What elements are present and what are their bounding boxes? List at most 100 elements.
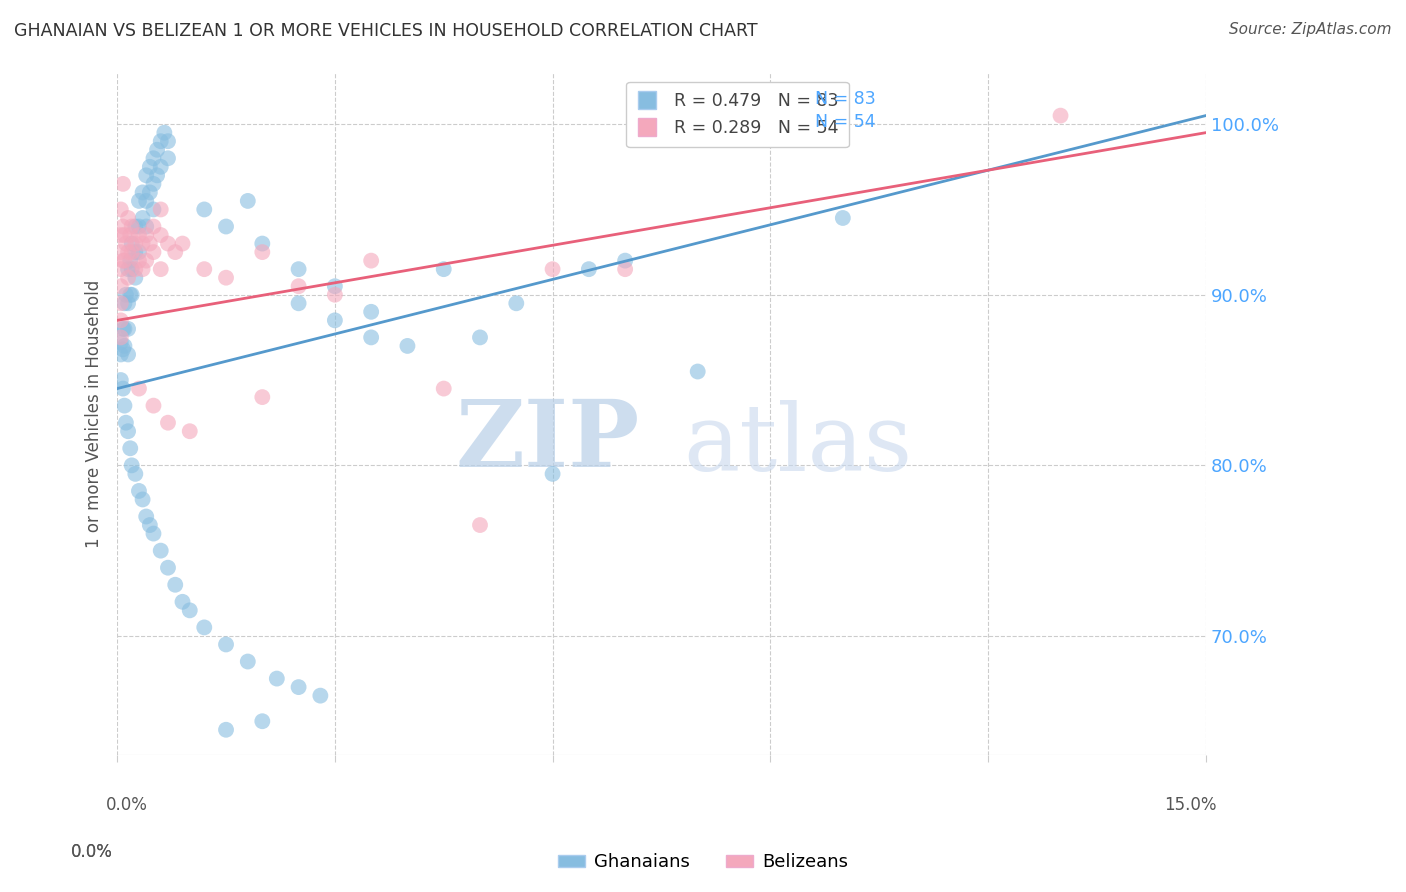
Point (142, 219, 165, 234)
Point (117, 322, 139, 336)
Point (686, 364, 709, 378)
Point (114, 296, 136, 310)
Point (114, 322, 136, 336)
Point (165, 245, 187, 260)
Point (117, 245, 139, 260)
Point (139, 236, 162, 251)
Point (110, 347, 132, 361)
Point (128, 194, 150, 208)
Point (831, 211, 853, 225)
Point (323, 313, 346, 327)
Point (139, 160, 162, 174)
Point (142, 245, 165, 260)
Point (110, 373, 132, 387)
Point (149, 134, 172, 148)
Point (117, 270, 139, 285)
Point (114, 253, 136, 268)
Point (128, 219, 150, 234)
Legend: Ghanaians, Belizeans: Ghanaians, Belizeans (551, 847, 855, 879)
Point (135, 253, 157, 268)
Point (614, 253, 637, 268)
Point (135, 228, 157, 243)
Point (215, 219, 238, 234)
Point (360, 330, 382, 344)
Point (156, 416, 179, 430)
Point (110, 313, 132, 327)
Text: N = 83: N = 83 (815, 90, 876, 108)
Point (124, 270, 146, 285)
Point (360, 253, 382, 268)
Text: 0.0%: 0.0% (70, 843, 112, 861)
Text: 0.0%: 0.0% (107, 797, 148, 814)
Point (287, 296, 309, 310)
Point (142, 151, 165, 165)
Point (135, 194, 157, 208)
Point (111, 343, 134, 357)
Point (135, 509, 157, 524)
Point (110, 228, 132, 243)
Point (323, 279, 346, 293)
Point (114, 228, 136, 243)
Text: N = 54: N = 54 (815, 112, 876, 130)
Point (172, 595, 194, 609)
Point (110, 279, 132, 293)
Point (128, 245, 150, 260)
Point (360, 305, 382, 319)
Point (156, 560, 179, 574)
Point (614, 262, 637, 277)
Point (142, 399, 165, 413)
Point (131, 236, 153, 251)
Point (433, 382, 456, 396)
Point (120, 228, 142, 243)
Text: GHANAIAN VS BELIZEAN 1 OR MORE VEHICLES IN HOUSEHOLD CORRELATION CHART: GHANAIAN VS BELIZEAN 1 OR MORE VEHICLES … (14, 22, 758, 40)
Point (135, 219, 157, 234)
Point (578, 262, 600, 277)
Point (114, 339, 136, 353)
Point (117, 262, 139, 277)
Point (193, 202, 215, 217)
Point (111, 177, 134, 191)
Point (131, 211, 153, 225)
Point (172, 236, 194, 251)
Point (179, 424, 201, 438)
Point (128, 382, 150, 396)
Point (110, 296, 132, 310)
Point (115, 287, 138, 301)
Point (1049, 109, 1071, 123)
Point (115, 416, 138, 430)
Point (121, 245, 143, 260)
Point (236, 194, 259, 208)
Point (115, 236, 138, 251)
Text: Source: ZipAtlas.com: Source: ZipAtlas.com (1229, 22, 1392, 37)
Point (287, 279, 309, 293)
Point (468, 330, 491, 344)
Text: atlas: atlas (683, 400, 912, 490)
Point (111, 253, 134, 268)
Point (142, 526, 165, 541)
Point (252, 714, 274, 729)
Point (121, 262, 143, 277)
Point (541, 262, 564, 277)
Point (309, 689, 332, 703)
Point (215, 723, 238, 737)
Point (120, 287, 142, 301)
Point (468, 518, 491, 533)
Point (131, 492, 153, 507)
Point (287, 262, 309, 277)
Point (124, 262, 146, 277)
Point (433, 262, 456, 277)
Point (156, 134, 179, 148)
Point (153, 126, 176, 140)
Text: ZIP: ZIP (456, 396, 640, 486)
Point (131, 262, 153, 277)
Point (287, 680, 309, 694)
Point (117, 347, 139, 361)
Point (124, 245, 146, 260)
Point (121, 219, 143, 234)
Point (156, 236, 179, 251)
Point (114, 399, 136, 413)
Point (149, 543, 172, 558)
Point (146, 169, 169, 183)
Point (165, 578, 187, 592)
Point (146, 143, 169, 157)
